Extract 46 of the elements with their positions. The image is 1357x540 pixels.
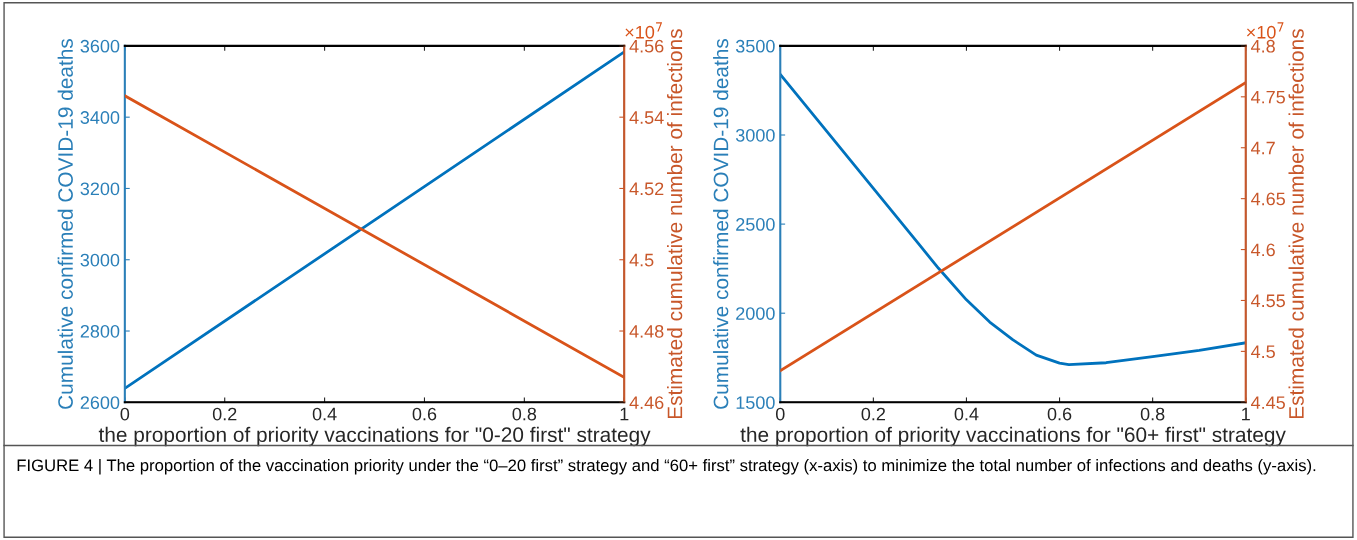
x-tick-label: 0.8 xyxy=(1140,407,1165,421)
x-tick-label: 1 xyxy=(1242,407,1250,421)
y-axis-title: Cumulative confirmed COVID-19 deaths xyxy=(713,39,729,409)
y-tick-label: 2800 xyxy=(80,324,120,338)
y-tick-label: 3400 xyxy=(80,111,120,124)
y-tick-label: 1500 xyxy=(736,396,775,410)
y2-tick-label: 4.65 xyxy=(1251,192,1285,206)
y2-tick-label: 4.7 xyxy=(1251,141,1275,155)
y-tick-label: 2600 xyxy=(80,396,120,410)
text: ×10$^{7}$ xyxy=(1246,22,1284,39)
text: ×10$^{7}$ xyxy=(625,22,662,39)
x-tick-label: 0.4 xyxy=(312,407,337,421)
y2-tick-label: 4.48 xyxy=(629,324,664,338)
x-tick-label: 0 xyxy=(120,407,130,421)
x-tick-label: 0 xyxy=(775,407,785,421)
x-axis-title: the proportion of priority vaccinations for "60+ first" strategy xyxy=(740,426,1286,447)
y-axis-title: Cumulative confirmed COVID-19 deaths xyxy=(57,39,73,409)
caption: FIGURE 4 | The proportion of the vaccination priority under the “0–20 first” strategy and “60+ first” strategy (x-axis) to minimize the total number of infections and deaths (y-axis). xyxy=(17,459,1316,475)
y2-tick-label: 4.8 xyxy=(1251,39,1275,53)
y2-tick-label: 4.56 xyxy=(629,39,664,53)
x-tick-label: 0.4 xyxy=(954,407,979,421)
y-tick-label: 2000 xyxy=(736,307,775,320)
y-tick-label: 3200 xyxy=(80,182,120,196)
y2-tick-label: 4.75 xyxy=(1251,90,1285,104)
x-tick-label: 0.8 xyxy=(512,407,537,421)
y-tick-label: 3600 xyxy=(80,39,120,53)
y-tick-label: 3000 xyxy=(80,253,120,267)
y2-tick-label: 4.45 xyxy=(1251,396,1285,410)
y2-tick-label: 4.54 xyxy=(629,111,664,124)
x-tick-label: 1 xyxy=(620,407,629,421)
x-tick-label: 0.6 xyxy=(412,407,437,421)
y2-tick-label: 4.6 xyxy=(1251,243,1275,257)
x-axis-title: the proportion of priority vaccinations for "0-20 first" strategy xyxy=(98,426,651,447)
y2-tick-label: 4.55 xyxy=(1251,294,1285,308)
y-tick-label: 3000 xyxy=(735,128,775,142)
y2-axis-title: Estimated cumulative number of infections xyxy=(667,29,683,419)
y2-tick-label: 4.5 xyxy=(629,253,654,267)
y2-tick-label: 4.5 xyxy=(1251,345,1275,359)
y2-axis-title: Estimated cumulative number of infections xyxy=(1288,29,1304,419)
y-tick-label: 3500 xyxy=(735,39,775,53)
y2-tick-label: 4.46 xyxy=(629,396,664,410)
x-tick-label: 0.6 xyxy=(1047,407,1072,421)
x-tick-label: 0.2 xyxy=(861,407,886,421)
y-tick-label: 2500 xyxy=(736,218,775,231)
x-tick-label: 0.2 xyxy=(212,407,237,421)
y2-tick-label: 4.52 xyxy=(629,182,664,196)
